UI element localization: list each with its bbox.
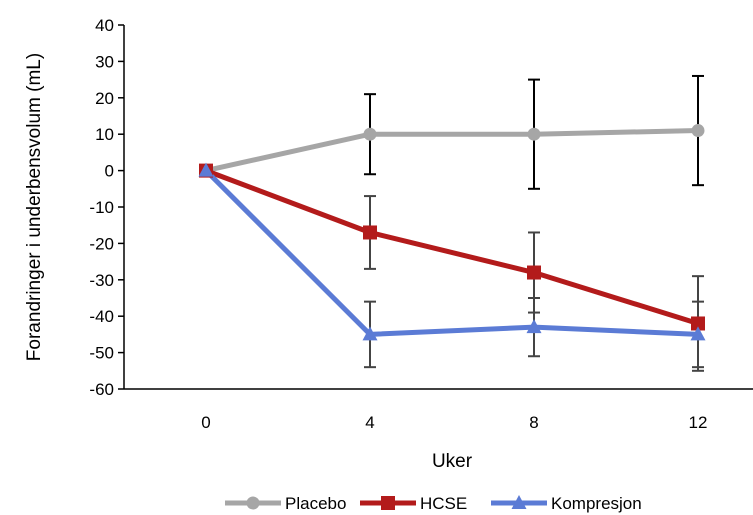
legend-marker-placebo [246,496,260,510]
legend-label-hcse: HCSE [420,494,467,513]
y-tick-label: 0 [105,162,114,181]
data-point-kompresjon [690,326,706,341]
y-tick-label: -20 [89,234,114,253]
data-point-placebo [691,124,705,138]
legend-marker-hcse [381,496,395,510]
data-point-hcse [363,225,377,240]
legend: Placebo HCSE Kompresjon [225,494,642,513]
series-line-kompresjon [204,168,699,337]
y-tick-label: 20 [95,89,114,108]
y-tick-label: 40 [95,16,114,35]
y-axis-title: Forandringer i underbensvolum (mL) [24,53,45,361]
y-tick-label: 30 [95,52,114,71]
y-tick-label: 10 [95,125,114,144]
y-tick-label: -30 [89,271,114,290]
x-tick-label: 8 [529,413,538,432]
data-point-kompresjon [362,326,378,341]
y-tick-label: -40 [89,307,114,326]
x-axis-title: Uker [432,451,473,472]
x-tick-label: 0 [201,413,210,432]
data-point-placebo [363,127,377,141]
data-point-placebo [527,127,541,141]
x-ticks: 0 4 8 12 [201,413,707,432]
y-ticks: 40 30 20 10 0 -10 -20 -30 -40 -50 -60 [89,16,124,399]
x-tick-label: 12 [689,413,708,432]
series-line-hcse [205,168,699,326]
data-point-kompresjon [526,319,542,334]
data-point-hcse [527,265,541,280]
y-tick-label: -60 [89,380,114,399]
y-tick-label: -50 [89,344,114,363]
y-tick-label: -10 [89,198,114,217]
data-point-hcse [691,316,705,331]
legend-label-placebo: Placebo [285,494,346,513]
data-point-kompresjon [198,162,214,177]
legend-label-kompresjon: Kompresjon [551,494,642,513]
series-line-placebo [205,128,699,174]
series-lines [204,128,699,337]
legend-marker-kompresjon [511,495,527,509]
series-markers [198,124,706,341]
x-tick-label: 4 [365,413,374,432]
